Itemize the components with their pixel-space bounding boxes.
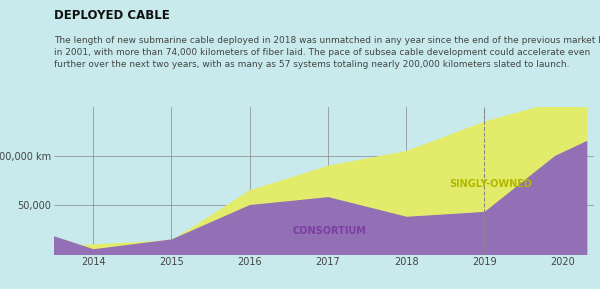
- Text: DEPLOYED CABLE: DEPLOYED CABLE: [54, 9, 170, 22]
- Text: SINGLY-OWNED: SINGLY-OWNED: [449, 179, 532, 189]
- Text: CONSORTIUM: CONSORTIUM: [293, 226, 367, 236]
- Text: The length of new submarine cable deployed in 2018 was unmatched in any year sin: The length of new submarine cable deploy…: [54, 36, 600, 69]
